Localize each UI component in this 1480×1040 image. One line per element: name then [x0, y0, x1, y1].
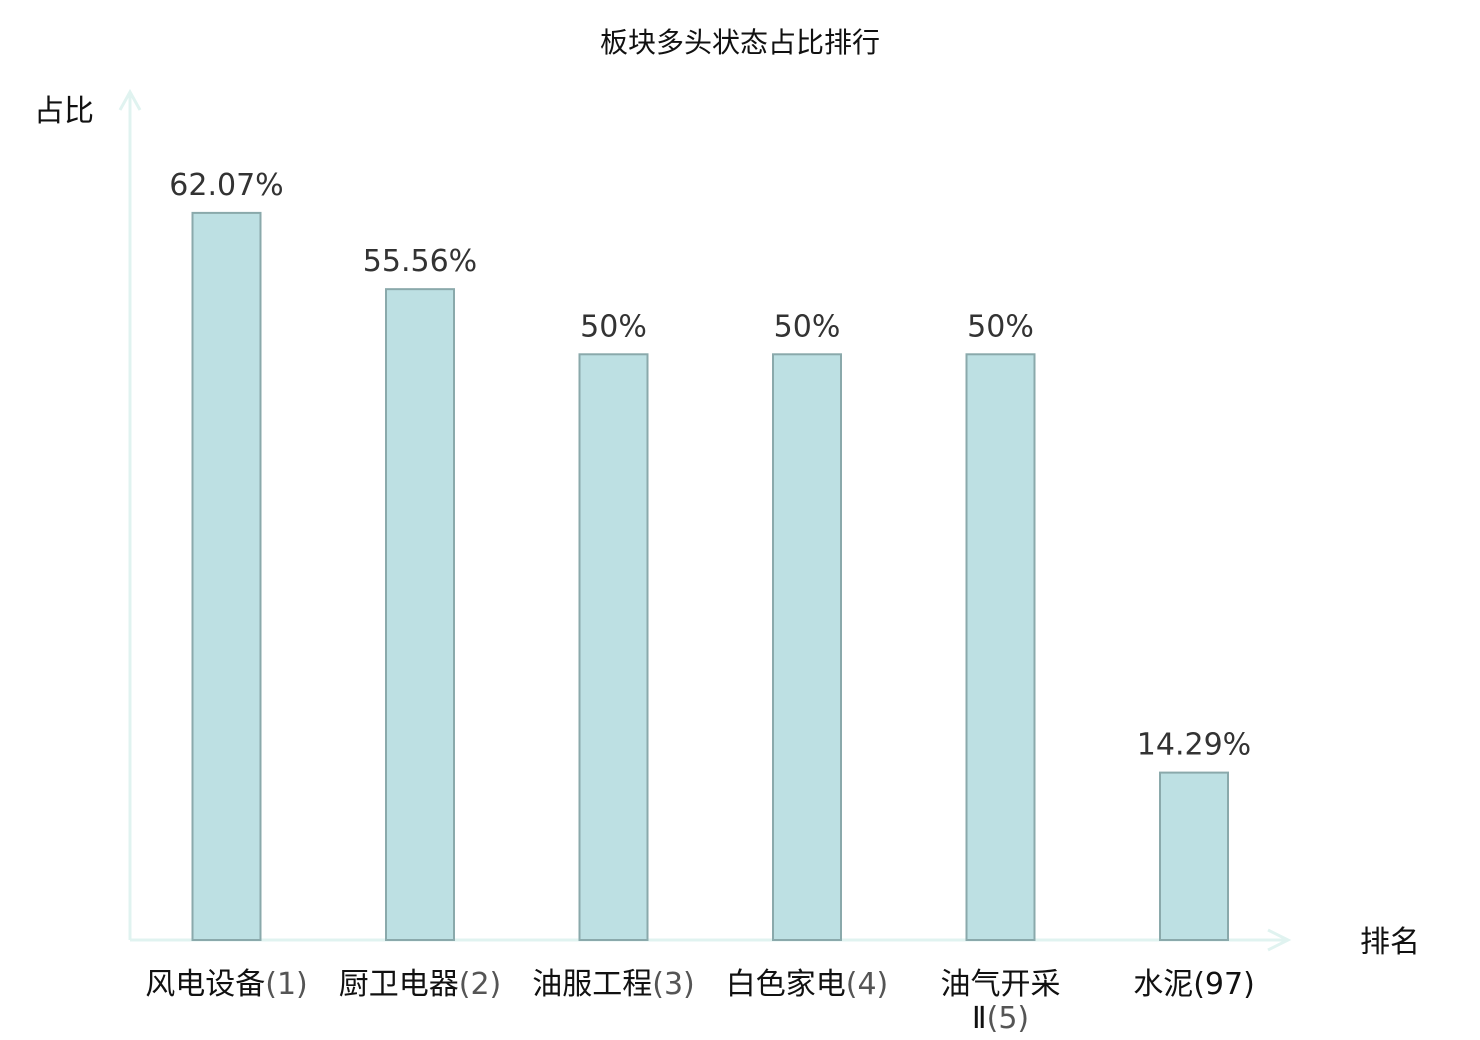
x-tick-label: 风电设备(1) [145, 967, 308, 1002]
bar [385, 288, 455, 941]
x-tick-label: 白色家电(4) [726, 967, 889, 1002]
data-label: 55.56% [363, 244, 477, 279]
bar [578, 353, 649, 941]
x-tick-label: 水泥(97) [1133, 967, 1255, 1002]
bar [772, 353, 842, 941]
y-axis-title: 占比 [34, 94, 94, 129]
bar [1159, 771, 1229, 941]
data-label: 50% [580, 309, 647, 344]
chart-title: 板块多头状态占比排行 [600, 26, 880, 59]
data-label: 50% [774, 309, 841, 344]
x-tick-label: 厨卫电器(2) [339, 967, 502, 1002]
x-tick-labels: 风电设备(1) 厨卫电器(2) 油服工程(3) 白色家电(4) 油气开采 Ⅱ(5) 水泥(9… [145, 967, 1255, 1036]
data-label: 14.29% [1137, 728, 1251, 763]
data-label: 62.07% [169, 168, 283, 203]
x-tick-label: 油服工程(3) [532, 967, 695, 1002]
x-tick-label: 油气开采 Ⅱ(5) [941, 967, 1061, 1036]
data-label: 50% [967, 309, 1034, 344]
bar [191, 211, 262, 941]
x-axis-arrow [1267, 928, 1292, 952]
x-axis-title: 排名 [1360, 925, 1420, 960]
y-axis-arrow [118, 88, 142, 111]
bar-series [191, 211, 1229, 941]
bar [965, 353, 1036, 941]
axes [118, 88, 1292, 952]
value-labels: 62.07% 55.56% 50% 50% 50% 14.29% [169, 168, 1251, 763]
